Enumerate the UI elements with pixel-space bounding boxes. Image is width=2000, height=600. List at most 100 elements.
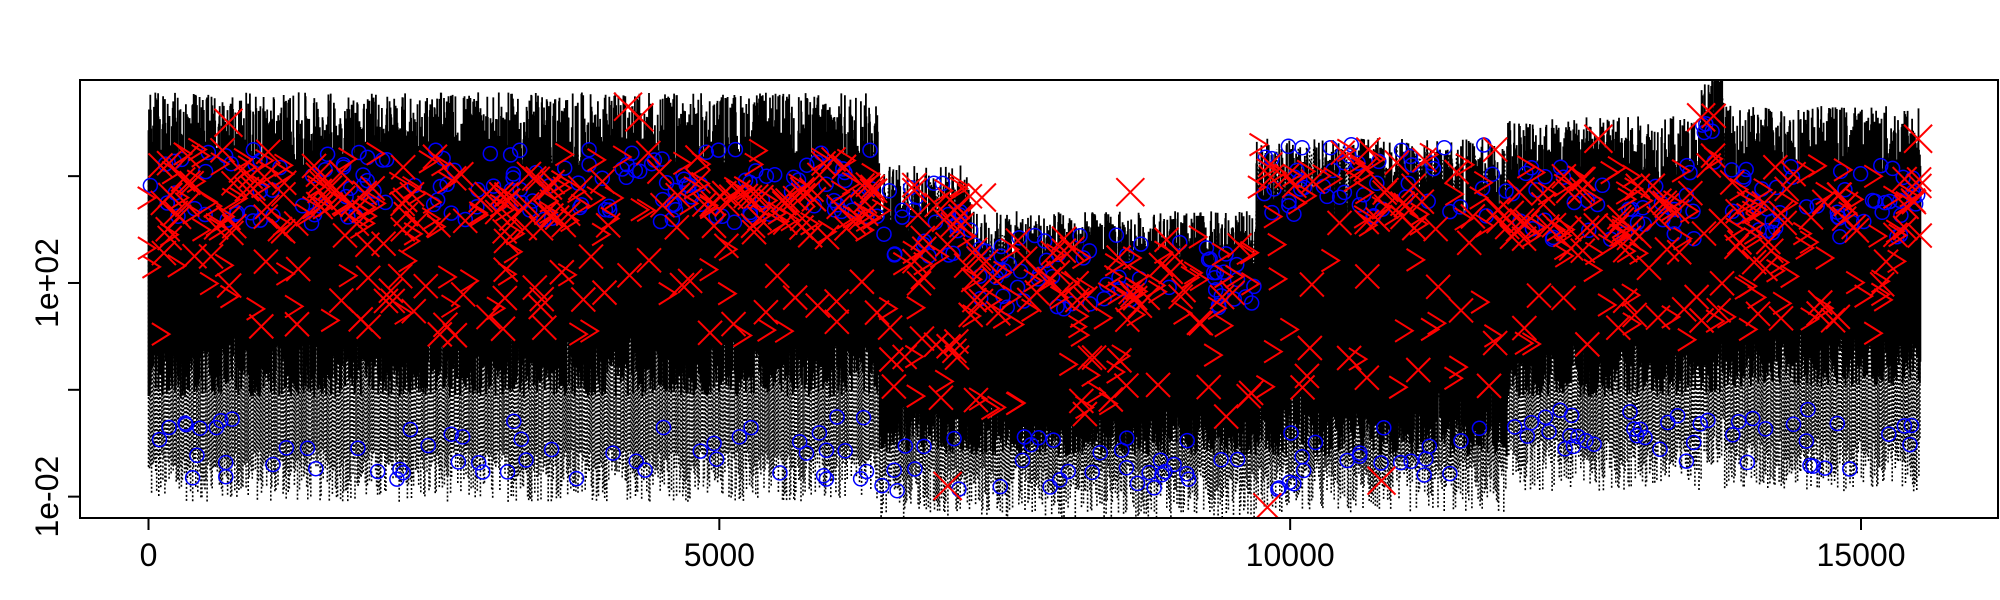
cross-point xyxy=(537,174,563,201)
circle-point xyxy=(1686,230,1702,247)
cross-point xyxy=(1780,161,1807,187)
circle-point xyxy=(1049,298,1065,315)
cross-point xyxy=(1622,312,1643,336)
cross-point xyxy=(1870,269,1891,294)
cross-point xyxy=(305,161,331,188)
circle-point xyxy=(1637,429,1653,446)
cross-point xyxy=(1870,282,1891,307)
cross-point xyxy=(1297,184,1318,208)
cross-point xyxy=(1252,492,1283,518)
cross-point xyxy=(1511,315,1538,341)
cross-point xyxy=(1705,297,1732,323)
circle-point xyxy=(1856,213,1872,230)
cross-point xyxy=(170,185,191,210)
circle-point xyxy=(1552,402,1568,418)
cross-point xyxy=(344,210,370,237)
cross-point xyxy=(1521,332,1542,356)
cross-point xyxy=(1605,314,1632,341)
cross-point xyxy=(1873,248,1899,275)
circle-point xyxy=(1685,203,1701,220)
cross-point xyxy=(1025,260,1052,286)
circle-point xyxy=(1042,479,1058,495)
cross-point xyxy=(450,281,476,308)
y-tick-label: 1e-02 xyxy=(29,456,65,538)
cross-point xyxy=(801,186,827,212)
circle-point xyxy=(874,477,890,494)
cross-point xyxy=(1400,173,1427,199)
cross-point xyxy=(1393,192,1419,218)
circle-point xyxy=(402,421,419,438)
cross-point xyxy=(339,191,365,218)
cross-point xyxy=(493,181,520,208)
circle-point xyxy=(1562,427,1578,444)
circle-point xyxy=(1817,460,1833,476)
cross-point xyxy=(1365,206,1391,233)
cross-point xyxy=(679,191,700,216)
cross-point xyxy=(1077,345,1103,371)
cross-point xyxy=(1425,274,1451,300)
circle-point xyxy=(1373,455,1389,471)
cross-point xyxy=(664,182,691,208)
cross-point xyxy=(401,298,427,324)
cross-point xyxy=(250,174,271,199)
circle-point xyxy=(766,166,783,183)
circle-point xyxy=(1442,203,1458,220)
cross-point xyxy=(531,314,558,341)
cross-point xyxy=(1780,264,1801,289)
circle-point xyxy=(1829,415,1846,432)
cross-point xyxy=(1320,248,1341,273)
cross-point xyxy=(404,210,430,236)
cross-point xyxy=(498,205,524,232)
cross-point xyxy=(1345,151,1367,176)
circle-point xyxy=(1294,139,1310,156)
cross-point xyxy=(1552,223,1573,248)
cross-point xyxy=(905,202,931,228)
cross-point xyxy=(1736,191,1757,215)
cross-point xyxy=(789,176,815,203)
cross-point xyxy=(910,264,936,290)
cross-point xyxy=(1734,276,1755,300)
circle-point xyxy=(862,142,878,158)
cross-point xyxy=(1708,208,1734,234)
cross-point xyxy=(788,214,815,241)
circle-point xyxy=(1096,290,1112,307)
cross-point xyxy=(1762,154,1789,180)
circle-point xyxy=(189,447,205,464)
circle-point xyxy=(1626,421,1642,437)
circle-point xyxy=(217,454,234,471)
cross-point xyxy=(567,179,588,204)
cross-point xyxy=(253,203,279,230)
cross-point xyxy=(1107,281,1128,305)
cross-point xyxy=(380,288,406,314)
cross-point xyxy=(699,257,720,282)
circle-point xyxy=(1351,448,1368,465)
cross-point xyxy=(198,190,219,215)
cross-point xyxy=(1104,252,1125,277)
cross-point xyxy=(215,204,236,229)
cross-point xyxy=(1427,311,1448,336)
circle-point xyxy=(811,425,828,441)
cross-point xyxy=(992,260,1013,285)
cross-point xyxy=(272,212,293,236)
cross-point xyxy=(980,264,1006,290)
cross-point xyxy=(1023,268,1044,293)
circle-point xyxy=(1246,278,1262,295)
circle-point xyxy=(170,208,186,224)
circle-point xyxy=(940,206,957,223)
cross-point xyxy=(1213,403,1239,430)
circle-point xyxy=(855,409,872,426)
circle-point xyxy=(1829,204,1846,220)
cross-point xyxy=(744,152,765,177)
circle-point xyxy=(1152,452,1169,468)
circle-point xyxy=(568,470,585,487)
cross-point xyxy=(549,259,575,285)
circle-point xyxy=(652,213,669,230)
circle-point xyxy=(351,144,367,161)
cross-point xyxy=(234,176,260,202)
cross-point xyxy=(186,169,207,194)
cross-point xyxy=(1621,302,1648,328)
cross-point xyxy=(1081,344,1107,371)
cross-point xyxy=(963,387,989,413)
circle-point xyxy=(1565,438,1582,455)
cross-point xyxy=(717,281,738,306)
